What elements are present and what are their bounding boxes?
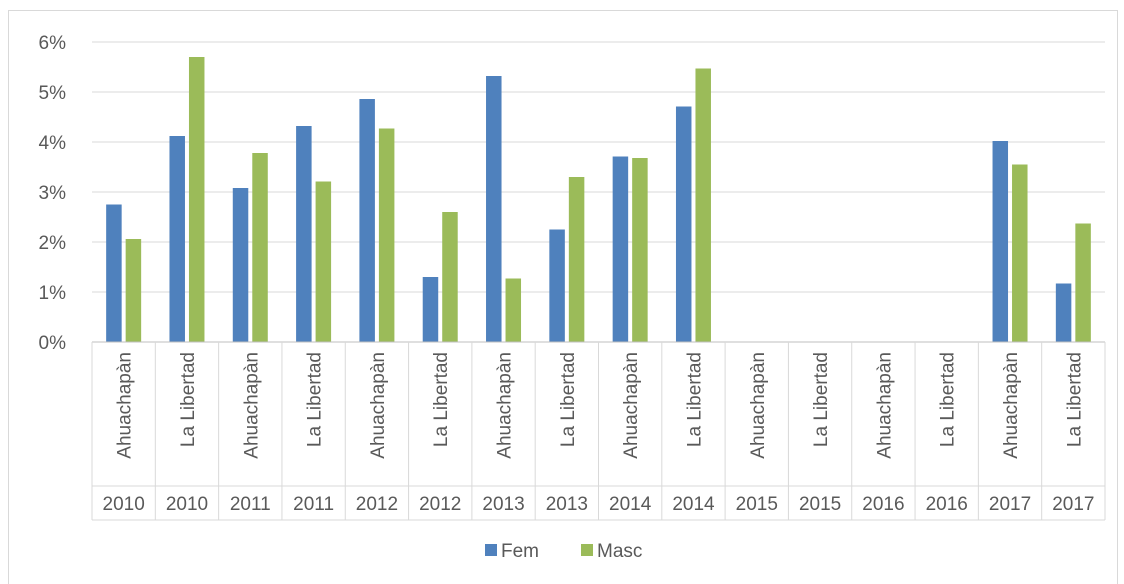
x-region-label: Ahuachapàn xyxy=(368,352,389,459)
y-tick-label: 2% xyxy=(39,233,67,254)
legend-swatch-masc xyxy=(581,544,593,556)
bar-fem xyxy=(612,156,629,342)
bar-masc xyxy=(378,128,395,342)
x-region-label: La Libertad xyxy=(178,352,199,447)
legend-swatch-fem xyxy=(485,544,497,556)
bar-fem xyxy=(1055,283,1072,342)
x-region-label: Ahuachapàn xyxy=(241,352,262,459)
bar-masc xyxy=(125,239,142,342)
bar-masc xyxy=(568,177,585,342)
bar-fem xyxy=(106,204,122,342)
x-year-label: 2016 xyxy=(862,494,904,515)
x-region-label: Ahuachapàn xyxy=(621,352,642,459)
y-tick-label: 3% xyxy=(39,183,67,204)
x-region-label: Ahuachapàn xyxy=(748,352,769,459)
y-tick-label: 1% xyxy=(39,283,67,304)
x-region-label: La Libertad xyxy=(938,352,959,447)
bar-masc xyxy=(505,278,522,342)
legend-label-masc: Masc xyxy=(597,541,642,562)
bar-fem xyxy=(486,76,502,342)
bar-fem xyxy=(359,99,375,342)
x-region-label: Ahuachapàn xyxy=(495,352,516,459)
x-region-label: Ahuachapàn xyxy=(1001,352,1022,459)
x-year-label: 2010 xyxy=(103,494,145,515)
x-year-label: 2014 xyxy=(609,494,652,515)
x-region-label: La Libertad xyxy=(305,352,326,447)
x-year-label: 2017 xyxy=(1052,494,1094,515)
bar-fem xyxy=(675,106,692,342)
y-tick-label: 0% xyxy=(39,333,67,354)
x-year-label: 2012 xyxy=(356,494,398,515)
bar-masc xyxy=(1012,164,1028,342)
legend: Fem Masc xyxy=(485,541,642,562)
x-axis: Ahuachapàn 2010 La Libertad 2010 Ahuachapàn 2… xyxy=(91,341,1106,521)
bar-masc xyxy=(252,153,268,342)
x-year-label: 2015 xyxy=(736,494,778,515)
bar-masc xyxy=(695,68,711,342)
bar-fem xyxy=(549,229,565,342)
x-year-label: 2014 xyxy=(672,494,715,515)
x-year-label: 2011 xyxy=(293,494,334,515)
bar-masc xyxy=(632,158,648,342)
x-year-label: 2011 xyxy=(230,494,271,515)
y-tick-label: 6% xyxy=(39,33,67,54)
bar-fem xyxy=(422,277,439,342)
bar-fem xyxy=(296,126,312,342)
x-region-label: La Libertad xyxy=(1064,352,1085,447)
x-region-label: Ahuachapàn xyxy=(874,352,895,459)
x-year-label: 2013 xyxy=(482,494,524,515)
bar-masc xyxy=(188,57,205,342)
bar-fem xyxy=(169,136,185,342)
bar-fem xyxy=(232,188,249,342)
x-year-label: 2010 xyxy=(166,494,208,515)
y-axis-ticks: 0% 1% 2% 3% 4% 5% 6% xyxy=(39,33,67,354)
y-tick-label: 5% xyxy=(39,83,67,104)
x-year-label: 2015 xyxy=(799,494,841,515)
x-year-label: 2012 xyxy=(419,494,461,515)
x-region-label: Ahuachapàn xyxy=(115,352,136,459)
x-region-label: La Libertad xyxy=(684,352,705,447)
bar-masc xyxy=(442,212,458,342)
x-region-label: La Libertad xyxy=(558,352,579,447)
x-region-label: La Libertad xyxy=(811,352,832,447)
y-tick-label: 4% xyxy=(39,133,67,154)
bar-masc xyxy=(1075,223,1091,342)
x-year-label: 2016 xyxy=(926,494,968,515)
legend-label-fem: Fem xyxy=(501,541,539,562)
bar-masc xyxy=(315,181,332,342)
bars xyxy=(106,57,1091,342)
x-region-label: La Libertad xyxy=(431,352,452,447)
bar-fem xyxy=(992,141,1009,342)
x-year-label: 2017 xyxy=(989,494,1031,515)
x-year-label: 2013 xyxy=(546,494,588,515)
